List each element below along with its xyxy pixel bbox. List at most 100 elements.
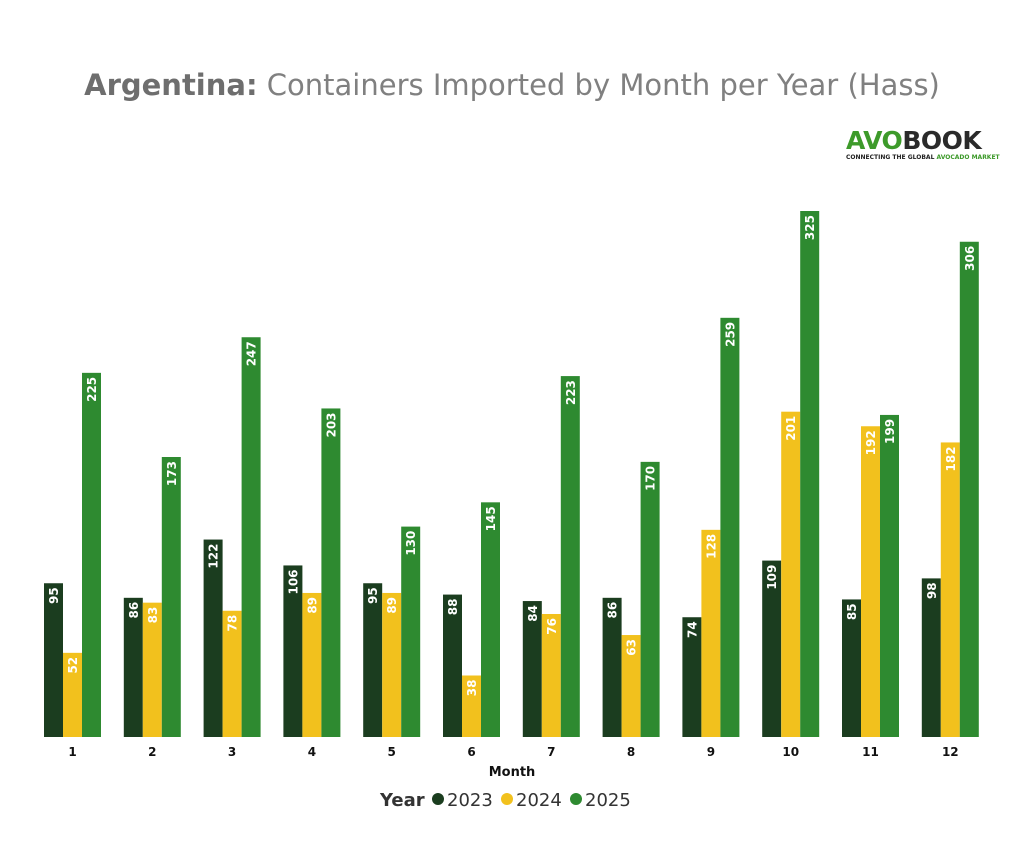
- data-label: 95: [366, 587, 380, 604]
- bar-2025-month-12: [959, 241, 979, 737]
- x-tick-label: 2: [148, 745, 156, 759]
- data-label: 76: [545, 618, 559, 635]
- bar-2023-month-9: [682, 617, 702, 737]
- data-label: 199: [883, 419, 897, 444]
- data-label: 95: [47, 587, 61, 604]
- bar-2025-month-5: [401, 526, 421, 737]
- bar-2025-month-4: [321, 408, 341, 737]
- x-tick-label: 9: [707, 745, 715, 759]
- bar-2025-month-11: [880, 414, 899, 737]
- bar-2023-month-6: [443, 594, 462, 737]
- x-tick-label: 7: [547, 745, 555, 759]
- bar-2024-month-3: [222, 610, 242, 737]
- bar-2024-month-12: [940, 442, 960, 737]
- data-label: 223: [564, 380, 578, 405]
- avobook-logo: AVOBOOK CONNECTING THE GLOBAL AVOCADO MA…: [846, 126, 1000, 162]
- data-label: 325: [803, 215, 817, 240]
- x-axis-label: Month: [489, 765, 536, 780]
- x-tick-label: 6: [467, 745, 475, 759]
- data-label: 106: [286, 569, 300, 594]
- x-tick-label: 10: [782, 745, 799, 759]
- bar-2024-month-11: [861, 426, 880, 737]
- bar-2025-month-3: [241, 337, 261, 737]
- bar-2025-month-6: [481, 502, 500, 737]
- bar-2024-month-1: [63, 652, 82, 737]
- logo-tagline-accent: AVOCADO MARKET: [936, 154, 1000, 161]
- data-label: 78: [226, 615, 240, 632]
- x-tick-label: 11: [862, 745, 879, 759]
- legend-marker-2023: [432, 793, 444, 805]
- bar-2025-month-1: [82, 372, 101, 737]
- data-label: 225: [85, 377, 99, 402]
- data-label: 86: [606, 602, 620, 619]
- data-label: 203: [324, 412, 338, 437]
- legend-title: Year: [379, 790, 425, 811]
- x-tick-label: 8: [627, 745, 635, 759]
- bar-2025-month-10: [800, 211, 820, 737]
- bar-2023-month-10: [762, 560, 782, 737]
- data-label: 98: [925, 582, 939, 599]
- x-tick-label: 12: [942, 745, 959, 759]
- legend-label-2023: 2023: [447, 790, 493, 811]
- data-label: 145: [484, 506, 498, 531]
- chart-title: Argentina: Containers Imported by Month …: [0, 68, 1024, 102]
- data-label: 85: [845, 603, 859, 620]
- logo-book: BOOK: [902, 126, 982, 155]
- bar-2023-month-5: [363, 583, 383, 737]
- logo-avo: AVO: [846, 126, 903, 155]
- title-country: Argentina:: [84, 68, 258, 102]
- data-label: 38: [465, 679, 479, 696]
- data-label: 88: [446, 599, 460, 616]
- bar-2025-month-9: [720, 317, 740, 737]
- bar-2023-month-1: [44, 583, 63, 737]
- bar-2024-month-4: [302, 592, 322, 737]
- data-label: 128: [704, 534, 718, 559]
- data-label: 84: [526, 605, 540, 622]
- bar-2023-month-7: [522, 601, 542, 737]
- bar-2023-month-12: [921, 578, 941, 737]
- logo-tagline: CONNECTING THE GLOBAL: [846, 154, 937, 161]
- bar-2024-month-5: [382, 592, 402, 737]
- bar-2024-month-7: [541, 613, 561, 737]
- bar-2024-month-2: [142, 602, 162, 737]
- x-tick-label: 4: [308, 745, 316, 759]
- bar-2025-month-2: [161, 457, 181, 737]
- data-label: 74: [685, 621, 699, 638]
- data-label: 109: [765, 565, 779, 590]
- bar-2025-month-7: [560, 376, 580, 737]
- data-label: 89: [385, 597, 399, 614]
- bar-2023-month-8: [602, 597, 622, 737]
- legend-marker-2024: [501, 793, 513, 805]
- data-label: 201: [784, 416, 798, 441]
- data-label: 192: [864, 430, 878, 455]
- bar-2025-month-8: [640, 461, 660, 737]
- bar-2024-month-9: [701, 529, 721, 737]
- data-label: 52: [66, 657, 80, 674]
- data-label: 86: [127, 602, 141, 619]
- legend-marker-2025: [570, 793, 582, 805]
- data-label: 83: [146, 607, 160, 624]
- title-text: Containers Imported by Month per Year (H…: [257, 68, 940, 102]
- data-label: 130: [404, 531, 418, 556]
- data-label: 306: [963, 246, 977, 271]
- data-label: 173: [165, 461, 179, 486]
- data-label: 259: [723, 322, 737, 347]
- bar-2023-month-2: [123, 597, 143, 737]
- bar-2024-month-10: [781, 411, 801, 737]
- legend-label-2025: 2025: [585, 790, 631, 811]
- data-label: 63: [625, 639, 639, 656]
- data-label: 182: [944, 446, 958, 471]
- bar-2023-month-3: [203, 539, 223, 737]
- legend-label-2024: 2024: [516, 790, 562, 811]
- data-label: 170: [644, 466, 658, 491]
- data-label: 247: [245, 341, 259, 366]
- bar-2024-month-8: [621, 635, 641, 737]
- bar-2023-month-11: [842, 599, 861, 737]
- data-label: 122: [207, 544, 221, 569]
- bar-2023-month-4: [283, 565, 303, 737]
- data-label: 89: [305, 597, 319, 614]
- x-tick-label: 5: [388, 745, 396, 759]
- bar-2024-month-6: [462, 675, 481, 737]
